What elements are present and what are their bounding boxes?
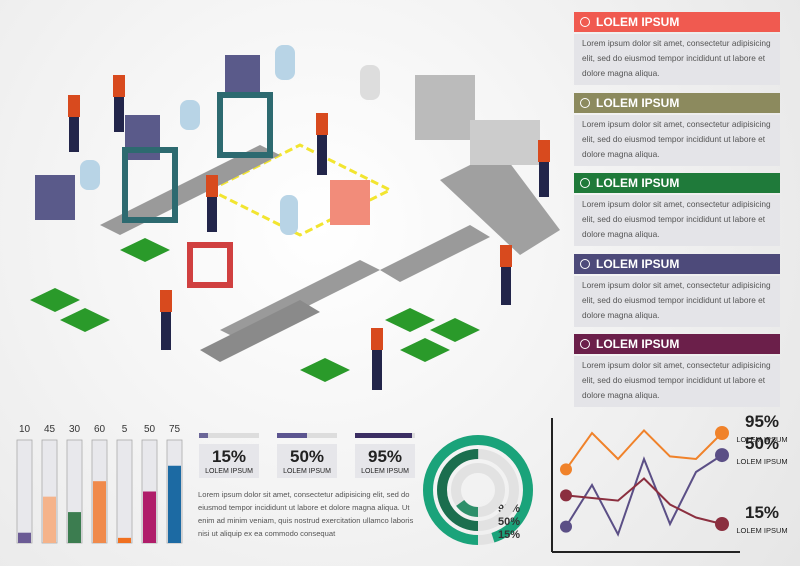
line (565, 477, 723, 525)
ring (437, 449, 519, 531)
bar (143, 491, 156, 543)
progress-box (355, 444, 415, 478)
line-end (715, 426, 729, 440)
bar (18, 532, 31, 543)
progress-caption: LOLEM IPSUM (361, 468, 409, 475)
progress-value: 50% (290, 447, 324, 466)
ring (423, 435, 533, 545)
legend-entry: LOLEM IPSUM (736, 457, 787, 466)
bar-label: 5 (122, 424, 128, 435)
panel-text: Lorem ipsum dolor sit amet, consectetur … (574, 34, 780, 85)
bar (43, 496, 56, 543)
legend-entry: LOLEM IPSUM (736, 526, 787, 535)
info-panel: LOLEM IPSUM Lorem ipsum dolor sit amet, c… (574, 253, 780, 327)
progress-caption: LOLEM IPSUM (283, 468, 331, 475)
panel-text: Lorem ipsum dolor sit amet, consectetur … (574, 195, 780, 246)
info-panel: LOLEM IPSUM Lorem ipsum dolor sit amet, c… (574, 334, 780, 407)
panel-title: LOLEM IPSUM (574, 92, 780, 113)
progress-track (199, 433, 259, 438)
line-value: 95% (745, 412, 779, 431)
paragraph: Lorem ipsum dolor sit amet, consectetur … (198, 490, 414, 538)
panel-title: LOLEM IPSUM (574, 12, 780, 32)
progress-fill (277, 433, 307, 438)
panel-text: Lorem ipsum dolor sit amet, consectetur … (574, 356, 780, 407)
bar-label: 45 (44, 424, 56, 435)
info-panel: LOLEM IPSUM Lorem ipsum dolor sit amet, c… (574, 92, 780, 166)
ring (451, 463, 505, 517)
panel-title: LOLEM IPSUM (574, 253, 780, 274)
bar (93, 481, 106, 543)
chart-axes (551, 418, 740, 553)
panel-title: LOLEM IPSUM (574, 173, 780, 193)
line (565, 454, 723, 537)
progress-value: 95% (368, 447, 402, 466)
line-start (560, 463, 572, 476)
ring-label: 50% (498, 516, 520, 528)
bar-track (116, 439, 133, 544)
line-value: 50% (745, 434, 779, 453)
line (565, 428, 723, 470)
bar-label: 50 (144, 424, 156, 435)
bar-label: 60 (94, 424, 106, 435)
line-start (560, 489, 572, 502)
panel-text: Lorem ipsum dolor sit amet, consectetur … (574, 114, 780, 166)
progress-caption: LOLEM IPSUM (205, 468, 253, 475)
legend-entry: LOLEM IPSUM (736, 435, 787, 444)
progress-value: 15% (212, 447, 246, 466)
bar (68, 512, 81, 543)
ring-label: 15% (498, 529, 520, 541)
bar-label: 10 (19, 424, 31, 435)
progress-fill (355, 433, 412, 438)
line-end (715, 448, 729, 463)
bar (118, 537, 131, 543)
bar-label: 30 (69, 424, 81, 435)
panel-text: Lorem ipsum dolor sit amet, consectetur … (574, 275, 780, 327)
bar-label: 75 (169, 424, 181, 435)
line-start (560, 520, 572, 533)
progress-fill (199, 433, 208, 438)
info-panel: LOLEM IPSUM Lorem ipsum dolor sit amet, c… (574, 173, 780, 246)
info-panel: LOLEM IPSUM Lorem ipsum dolor sit amet, c… (574, 12, 780, 85)
line-end (715, 517, 729, 531)
bar (168, 465, 181, 543)
progress-box (199, 444, 259, 478)
panel-title: LOLEM IPSUM (574, 334, 780, 354)
factory-floor (30, 45, 560, 390)
bar-track (16, 439, 33, 544)
progress-box (277, 444, 337, 478)
line-value: 15% (745, 503, 779, 522)
